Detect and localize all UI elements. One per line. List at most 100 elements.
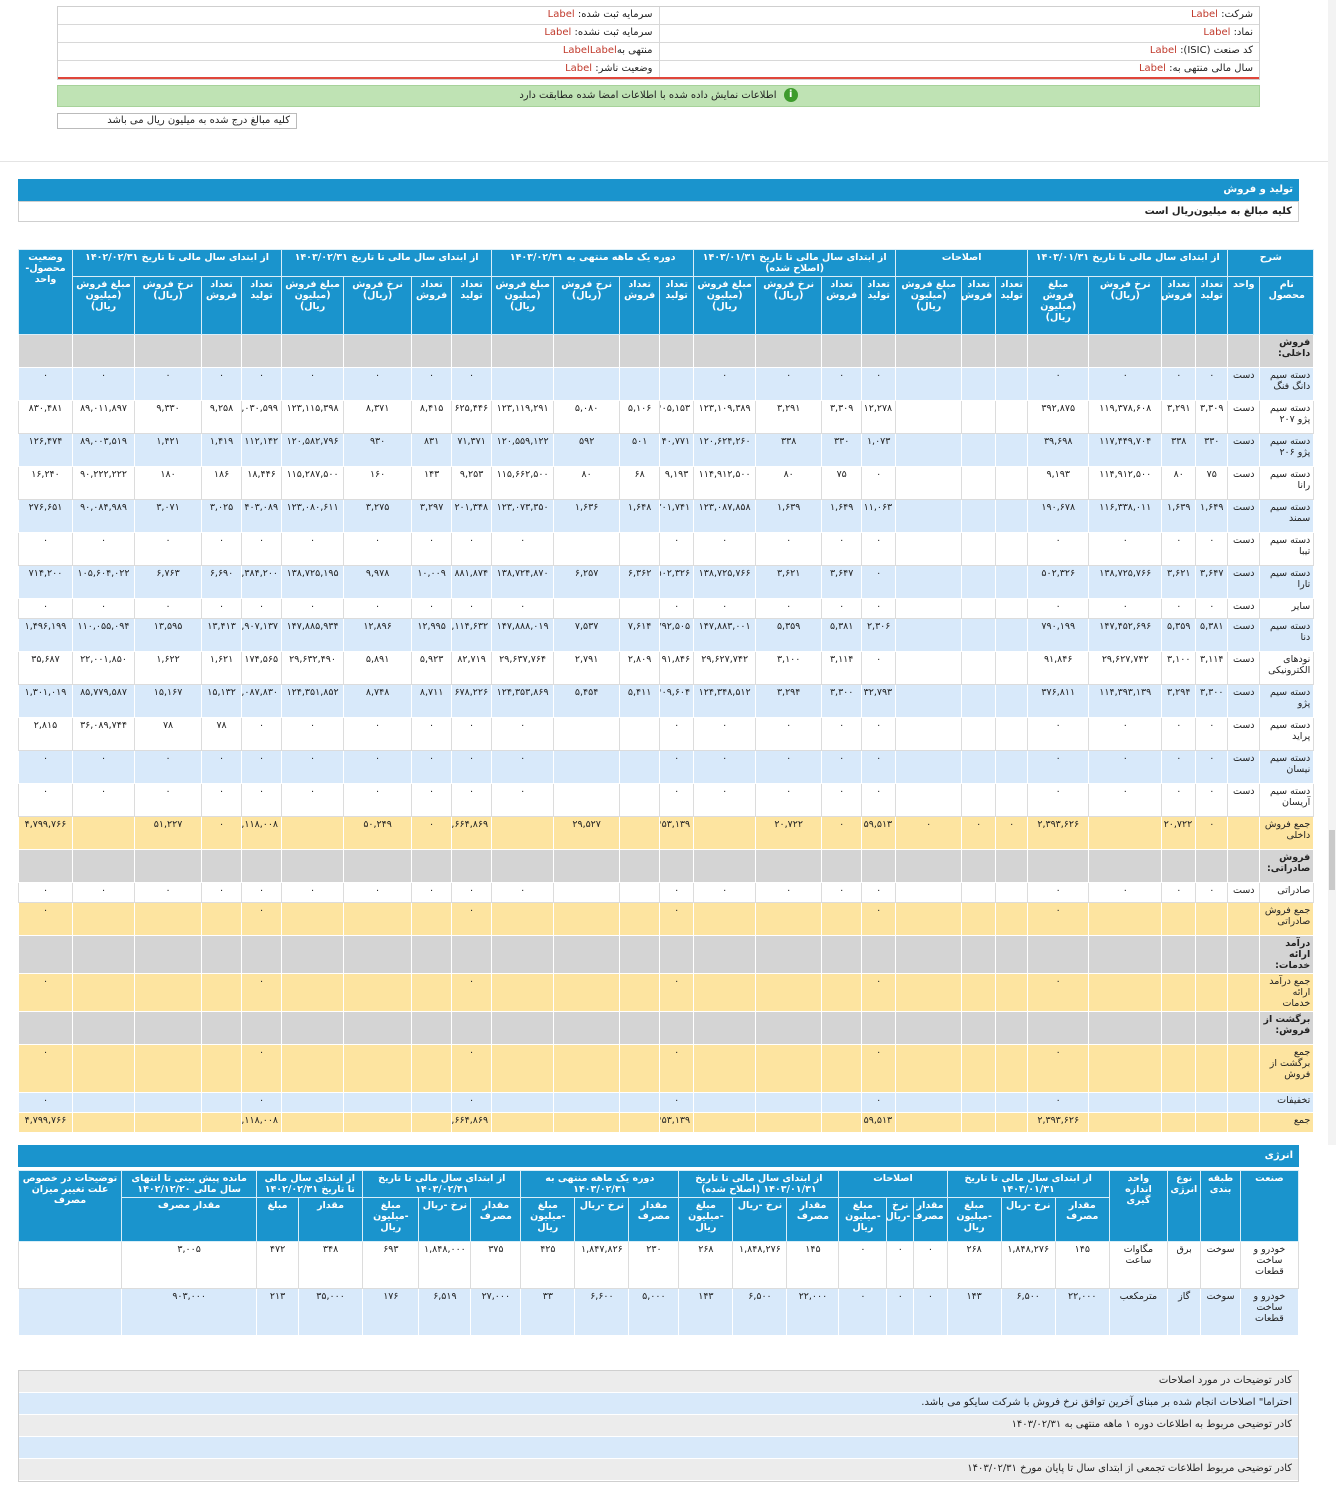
value-cell: ۰ — [281, 750, 345, 784]
value-cell — [241, 935, 283, 974]
value-cell — [995, 935, 1029, 974]
value-cell: ۱,۱۱۴,۶۳۲ — [451, 618, 493, 652]
value-cell: ۱۲,۲۷۸ — [861, 400, 897, 434]
value-cell: ۱۱۵,۲۸۷,۵۰۰ — [281, 466, 345, 500]
unit-cell: دست — [1227, 684, 1261, 718]
value-cell: ۱۲۴,۳۴۸,۵۱۲ — [693, 684, 757, 718]
value-cell — [961, 750, 997, 784]
value-cell: ۶,۷۶۳ — [134, 565, 203, 599]
value-cell: ۱,۹۰۷,۱۳۷ — [241, 618, 283, 652]
value-cell — [134, 334, 203, 368]
value-cell: ۰ — [659, 532, 695, 566]
value-cell — [895, 618, 963, 652]
scrollbar-thumb[interactable] — [1329, 830, 1335, 890]
value-cell — [1161, 1044, 1197, 1093]
value-cell: ۱۵,۱۳۲ — [201, 684, 243, 718]
value-cell: ۰ — [18, 750, 73, 784]
table-row: دسته سیم پژو ۲۰۷ دست ۳,۳۰۹ ۳,۲۹۱ ۱۱۹,۳۷۸,۶۰۸… — [18, 400, 1315, 434]
value-cell — [1088, 1092, 1163, 1113]
value-cell: ۵۰۲,۳۲۶ — [659, 565, 695, 599]
value-cell: ۱۷۶ — [362, 1288, 420, 1336]
value-cell — [961, 400, 997, 434]
energy-unit-cell: مگاوات ساعت — [1108, 1241, 1169, 1289]
value-cell — [281, 849, 345, 883]
value-cell — [755, 1011, 823, 1045]
value-cell: ۰ — [861, 1092, 897, 1113]
product-name-cell: جمع فروش داخلی — [1259, 816, 1315, 850]
value-cell — [134, 973, 203, 1012]
value-cell — [619, 935, 661, 974]
scrollbar[interactable] — [1328, 0, 1336, 1145]
value-cell — [553, 973, 621, 1012]
value-cell — [17, 1241, 123, 1289]
value-cell — [895, 651, 963, 685]
value-cell — [1195, 1092, 1229, 1113]
value-cell — [343, 1011, 413, 1045]
unit-cell: دست — [1227, 466, 1261, 500]
value-cell — [995, 1011, 1029, 1045]
value-cell: ۰ — [755, 750, 823, 784]
value-cell: ۱۱۴,۹۱۲,۵۰۰ — [693, 466, 757, 500]
value-cell: ۰ — [281, 882, 345, 903]
table-row: فروش صادراتی: — [18, 849, 1315, 883]
value-cell: ۰ — [838, 1241, 888, 1289]
value-cell: ۲۰۱,۳۴۸ — [451, 499, 493, 533]
value-cell: ۰ — [241, 750, 283, 784]
value-cell: ۳۹۲,۸۷۵ — [1027, 400, 1090, 434]
product-name-cell: دسته سیم پژو ۲۰۷ — [1259, 400, 1315, 434]
value-cell: ۳۳۰ — [1195, 433, 1229, 467]
value-cell: ۸۰ — [553, 466, 621, 500]
value-cell — [895, 400, 963, 434]
value-cell: ۵۰۲,۳۲۶ — [1027, 565, 1090, 599]
value-cell — [895, 1112, 963, 1133]
value-cell: ۰ — [861, 902, 897, 936]
table-row: جمع فروش داخلی ۰ ۲۰,۷۲۲ ۲,۳۹۳,۶۲۶ ۰ ۰ ۰ ۵۹,۵۱۳ ۰… — [18, 816, 1315, 850]
value-cell: ۰ — [281, 783, 345, 817]
value-cell — [241, 334, 283, 368]
value-cell — [1161, 1112, 1197, 1133]
value-cell — [201, 1092, 243, 1113]
value-cell — [861, 935, 897, 974]
value-cell: ۰ — [1027, 783, 1090, 817]
col-sale-qty: تعداد فروش — [411, 276, 453, 335]
value-cell: ۷۸ — [201, 717, 243, 751]
unit-cell: دست — [1227, 565, 1261, 599]
energy-type-cell: گاز — [1167, 1288, 1202, 1336]
value-cell: ۷۹۲,۵۰۵ — [659, 618, 695, 652]
section-header-production: تولید و فروش — [18, 179, 1299, 201]
value-cell — [134, 1092, 203, 1113]
value-cell — [1027, 334, 1090, 368]
value-cell: ۳۷۶,۸۱۱ — [1027, 684, 1090, 718]
product-name-cell: جمع — [1259, 1112, 1315, 1133]
value-cell: ۷۸ — [134, 717, 203, 751]
value-cell: ۰ — [1027, 973, 1090, 1012]
value-cell: ۳۶,۰۸۹,۷۴۴ — [71, 717, 136, 751]
value-cell: ۳,۲۷۵ — [343, 499, 413, 533]
value-cell: ۰ — [343, 532, 413, 566]
value-cell — [619, 750, 661, 784]
value-cell — [343, 902, 413, 936]
value-cell — [553, 532, 621, 566]
value-cell: ۰ — [411, 532, 453, 566]
table-row: دسته سیم پژو دست ۳,۳۰۰ ۳,۲۹۴ ۱۱۴,۳۹۳,۱۳۹ ۳۷۶,… — [18, 684, 1315, 718]
product-name-cell: جمع فروش صادراتی — [1259, 902, 1315, 936]
value-cell — [71, 1112, 136, 1133]
value-cell: ۲,۴۵۳,۱۳۹ — [659, 816, 695, 850]
value-cell: ۸۳۰,۴۸۱ — [18, 400, 73, 434]
value-cell: ۰ — [134, 783, 203, 817]
isic-value: Label — [1149, 45, 1177, 56]
value-cell — [553, 882, 621, 903]
value-cell: ۲,۸۱۵ — [18, 717, 73, 751]
col-amount: مبلغ — [256, 1197, 299, 1242]
col-amount: مبلغ فروش (میلیون ریال) — [71, 276, 136, 335]
col-group-5: از ابتدای سال مالی تا تاریخ ۱۴۰۳/۰۲/۳۱ — [362, 1170, 522, 1198]
value-cell: ۰ — [18, 973, 73, 1012]
value-cell — [895, 334, 963, 368]
amounts-note: کلیه مبالغ درج شده به میلیون ریال می باش… — [57, 113, 297, 129]
value-cell: ۰ — [1161, 717, 1197, 751]
value-cell: ۰ — [659, 1044, 695, 1093]
value-cell — [995, 849, 1029, 883]
value-cell: ۹,۱۹۳ — [659, 466, 695, 500]
value-cell — [343, 935, 413, 974]
value-cell — [961, 1092, 997, 1113]
